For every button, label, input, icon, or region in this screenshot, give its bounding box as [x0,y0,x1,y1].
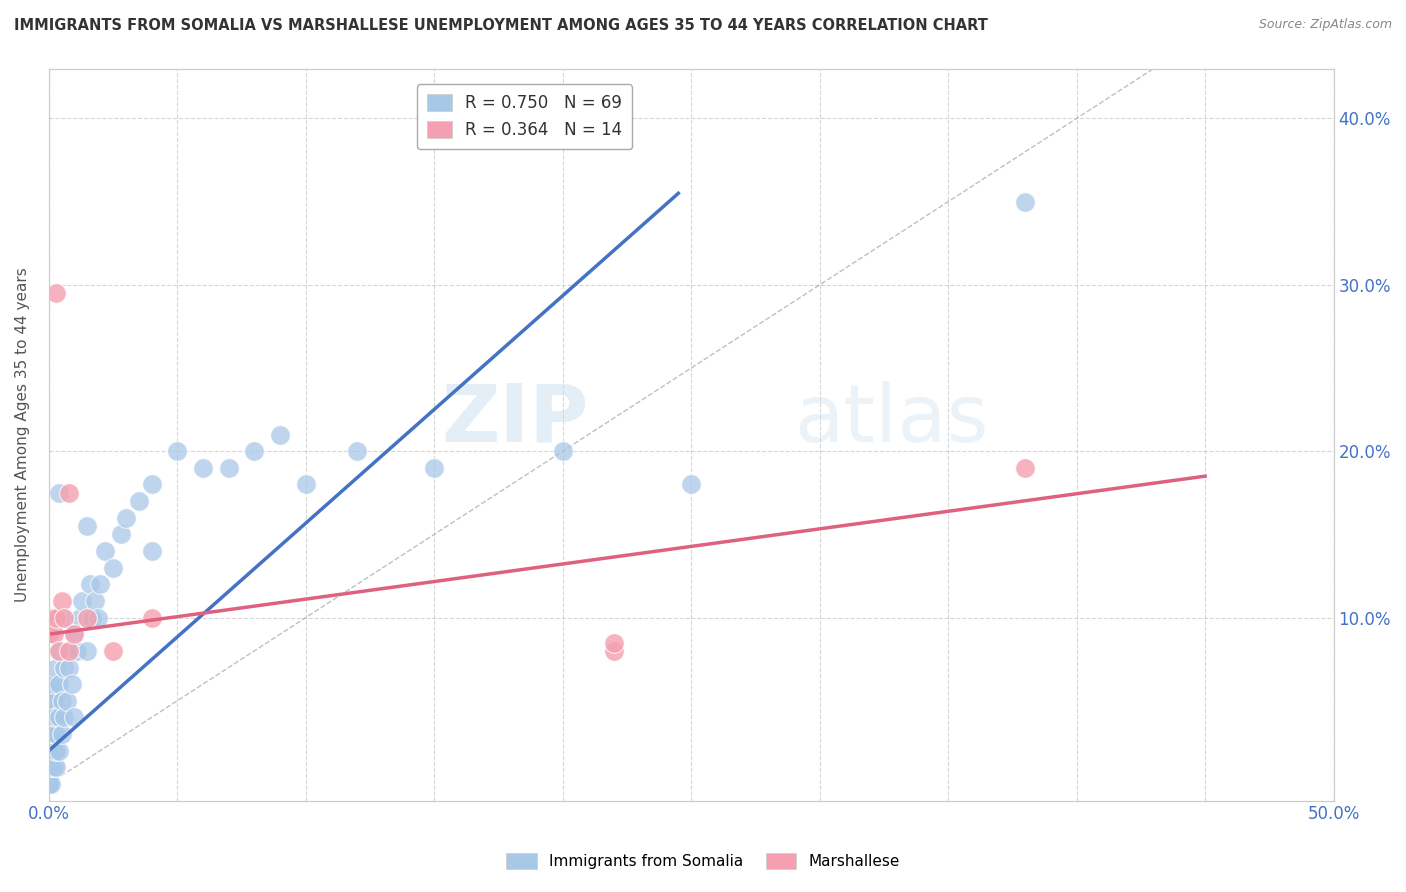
Y-axis label: Unemployment Among Ages 35 to 44 years: Unemployment Among Ages 35 to 44 years [15,268,30,602]
Point [141,477,163,491]
Point [76,610,98,624]
Point [218,460,240,475]
Point [38,777,60,791]
Point [48,644,70,658]
Point [1014,460,1036,475]
Point [42,694,65,708]
Point [42,744,65,758]
Text: IMMIGRANTS FROM SOMALIA VS MARSHALLESE UNEMPLOYMENT AMONG AGES 35 TO 44 YEARS CO: IMMIGRANTS FROM SOMALIA VS MARSHALLESE U… [14,18,988,33]
Point [101,644,124,658]
Point [55,644,77,658]
Point [269,427,291,442]
Point [41,760,63,774]
Point [45,710,67,724]
Point [141,544,163,558]
Point [128,494,150,508]
Point [58,644,80,658]
Point [243,444,266,458]
Point [51,594,73,608]
Point [66,644,89,658]
Text: ZIP: ZIP [441,381,588,458]
Point [42,727,65,741]
Legend: R = 0.750   N = 69, R = 0.364   N = 14: R = 0.750 N = 69, R = 0.364 N = 14 [416,84,633,149]
Point [84,594,107,608]
Point [101,560,124,574]
Point [115,510,138,524]
Point [45,727,67,741]
Point [45,610,67,624]
Point [45,744,67,758]
Point [42,710,65,724]
Point [38,627,60,641]
Point [1014,194,1036,209]
Point [38,744,60,758]
Point [53,660,76,674]
Point [41,727,63,741]
Point [38,777,60,791]
Point [51,694,73,708]
Point [41,710,63,724]
Point [191,460,214,475]
Point [38,760,60,774]
Point [82,610,104,624]
Point [346,444,368,458]
Point [63,627,86,641]
Point [41,610,63,624]
Point [58,485,80,500]
Point [166,444,188,458]
Point [55,694,77,708]
Point [86,610,108,624]
Point [48,644,70,658]
Point [110,527,132,541]
Point [89,577,111,591]
Point [681,477,703,491]
Point [60,677,83,691]
Point [45,660,67,674]
Point [69,610,91,624]
Point [423,460,446,475]
Point [41,744,63,758]
Point [38,710,60,724]
Point [58,660,80,674]
Point [70,594,93,608]
Point [42,677,65,691]
Point [603,635,626,649]
Point [53,610,76,624]
Text: Source: ZipAtlas.com: Source: ZipAtlas.com [1258,18,1392,31]
Point [45,760,67,774]
Point [51,727,73,741]
Point [48,744,70,758]
Point [48,677,70,691]
Text: atlas: atlas [794,381,988,458]
Point [38,677,60,691]
Point [45,286,67,301]
Point [42,627,65,641]
Point [63,710,86,724]
Point [38,744,60,758]
Point [38,694,60,708]
Point [48,485,70,500]
Point [76,519,98,533]
Point [51,610,73,624]
Point [48,710,70,724]
Point [63,627,86,641]
Point [603,644,626,658]
Point [76,644,98,658]
Point [141,610,163,624]
Point [94,544,117,558]
Point [41,694,63,708]
Point [38,760,60,774]
Point [79,577,101,591]
Point [42,760,65,774]
Point [41,677,63,691]
Point [53,710,76,724]
Legend: Immigrants from Somalia, Marshallese: Immigrants from Somalia, Marshallese [501,847,905,875]
Point [551,444,574,458]
Point [41,777,63,791]
Point [294,477,316,491]
Point [38,727,60,741]
